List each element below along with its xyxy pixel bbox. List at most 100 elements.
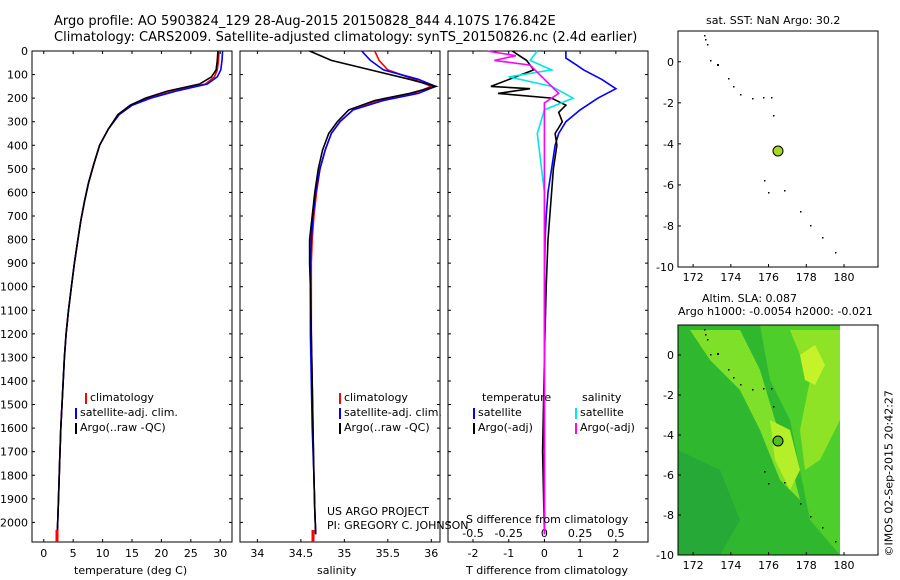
map-top-y-tick-label: -6: [663, 179, 674, 192]
map-top-x-tick-label: 172: [683, 271, 704, 284]
temp-xlabel: temperature (deg C): [74, 564, 188, 577]
map-top-x-tick-label: 180: [834, 271, 855, 284]
depth-tick-label: 800: [7, 234, 28, 247]
panel-difference-frame: [447, 50, 649, 543]
credit-project: US ARGO PROJECT: [327, 505, 429, 518]
depth-axis-ticks: 0 100 200 300 400 500 600 700 800 900 1000 1100 1200…: [0, 45, 648, 529]
temp-series-argo: [56, 50, 219, 535]
sal-xlabel: salinity: [317, 564, 357, 577]
depth-tick-label: 1000: [0, 281, 28, 294]
diff-series-sal-argo: [487, 50, 560, 535]
depth-tick-label: 1100: [0, 304, 28, 317]
map-bottom-x-tick-label: 178: [796, 559, 817, 572]
map-bottom-y-tick-label: -4: [663, 429, 674, 442]
depth-tick-label: 1200: [0, 328, 28, 341]
depth-tick-label: 600: [7, 186, 28, 199]
header-line-1: Argo profile: AO 5903824_129 28-Aug-2015…: [54, 14, 556, 29]
diff-t-tick-label: 2: [612, 547, 619, 560]
diff-series-sal-satellite: [508, 50, 575, 535]
map-bottom-x-tick-label: 172: [683, 559, 704, 572]
depth-tick-label: 1600: [0, 422, 28, 435]
diff-series-temp-satellite: [543, 51, 618, 535]
depth-tick-label: 400: [7, 139, 28, 152]
depth-tick-label: 700: [7, 210, 28, 223]
sal-x-tick-label: 34.5: [289, 547, 314, 560]
diff-legend-temp-sat: satellite: [478, 406, 522, 419]
sal-series-argo: [308, 50, 439, 535]
diff-t-tick-label: 0: [541, 547, 548, 560]
diff-s-tick-label: -0.5: [462, 527, 483, 540]
temp-x-tick-label: 15: [125, 547, 139, 560]
map-bottom-x-tick-label: 176: [758, 559, 779, 572]
credit-pi: PI: GREGORY C. JOHNSON: [327, 519, 469, 532]
depth-tick-label: 900: [7, 257, 28, 270]
diff-s-tick-label: 0.25: [568, 527, 593, 540]
temp-x-tick-label: 30: [213, 547, 227, 560]
depth-tick-label: 300: [7, 116, 28, 129]
sal-x-tick-label: 34: [250, 547, 264, 560]
temp-x-tick-label: 5: [70, 547, 77, 560]
map-top-title: sat. SST: NaN Argo: 30.2: [706, 14, 841, 27]
diff-legend-temp-argo: Argo(-adj): [478, 421, 533, 434]
map-bottom-field: [678, 325, 840, 555]
temp-x-tick-label: 20: [154, 547, 168, 560]
map-bottom-x-tick-label: 180: [834, 559, 855, 572]
depth-tick-label: 500: [7, 163, 28, 176]
depth-tick-label: 1800: [0, 469, 28, 482]
sal-legend-clim: climatology: [344, 391, 408, 404]
map-top-y-tick-label: -4: [663, 138, 674, 151]
sal-series-satellite: [309, 50, 438, 535]
temp-x-tick-label: 10: [96, 547, 110, 560]
map-top-y-tick-label: -10: [656, 261, 674, 274]
map-axis-ticks: 172 174 176 178 180 0 -2 -4 -6 -8 -10 172 174 176 178 1…: [656, 56, 855, 572]
temp-legend-sat: satellite-adj. clim.: [80, 406, 178, 419]
diff-s-tick-label: 0.5: [607, 527, 625, 540]
depth-tick-label: 0: [21, 45, 28, 58]
map-bottom-y-tick-label: -6: [663, 469, 674, 482]
temp-legend-argo: Argo(..raw -QC): [80, 421, 166, 434]
imos-watermark: ©IMOS 02-Sep-2015 20:42:27: [882, 390, 896, 557]
depth-tick-label: 1700: [0, 446, 28, 459]
diff-t-label: T difference from climatology: [466, 564, 628, 577]
sal-legend-argo: Argo(..raw -QC): [344, 421, 430, 434]
map-top-y-tick-label: -2: [663, 97, 674, 110]
temp-x-tick-label: 0: [40, 547, 47, 560]
map-top-frame: [677, 30, 879, 268]
legend-swatches: [75, 393, 577, 434]
map-top-y-tick-label: -8: [663, 220, 674, 233]
map-top-coast: [704, 35, 837, 254]
diff-s-tick-label: -0.25: [494, 527, 522, 540]
sal-x-tick-label: 35.5: [376, 547, 401, 560]
depth-tick-label: 1300: [0, 351, 28, 364]
map-bottom-float-marker: [772, 435, 784, 447]
diff-series-temp-argo: [490, 50, 568, 535]
map-top-x-tick-label: 174: [720, 271, 741, 284]
diff-legend-sal-title: salinity: [582, 391, 622, 404]
sal-x-ticks: 34 34.5 35 35.5 36: [250, 51, 438, 560]
temp-legend-clim: climatology: [90, 391, 154, 404]
map-bottom-y-tick-label: -8: [663, 509, 674, 522]
map-top-y-tick-label: 0: [667, 56, 674, 69]
temp-x-tick-label: 25: [184, 547, 198, 560]
sal-series-climatology: [310, 50, 434, 535]
sal-x-tick-label: 36: [424, 547, 438, 560]
temp-series-climatology: [56, 50, 220, 535]
map-bottom-y-tick-label: 0: [667, 349, 674, 362]
map-bottom-x-tick-label: 174: [720, 559, 741, 572]
diff-legend-temp-title: temperature: [482, 391, 552, 404]
panel-temperature-frame: [31, 50, 233, 543]
map-bottom-y-tick-label: -10: [656, 549, 674, 562]
depth-tick-label: 100: [7, 69, 28, 82]
depth-tick-label: 1900: [0, 493, 28, 506]
header-line-2: Climatology: CARS2009. Satellite-adjuste…: [54, 30, 638, 45]
diff-s-label: S difference from climatology: [466, 513, 629, 526]
diff-t-tick-label: 1: [577, 547, 584, 560]
map-top-x-tick-label: 176: [758, 271, 779, 284]
sal-legend-sat: satellite-adj. clim.: [344, 406, 442, 419]
chart-series: [55, 50, 618, 542]
temp-x-ticks: 0 5 10 15 20 25 30: [40, 51, 227, 560]
depth-tick-label: 1500: [0, 399, 28, 412]
map-bottom-title-2: Argo h1000: -0.0054 h2000: -0.021: [678, 305, 873, 318]
sal-x-tick-label: 35: [337, 547, 351, 560]
